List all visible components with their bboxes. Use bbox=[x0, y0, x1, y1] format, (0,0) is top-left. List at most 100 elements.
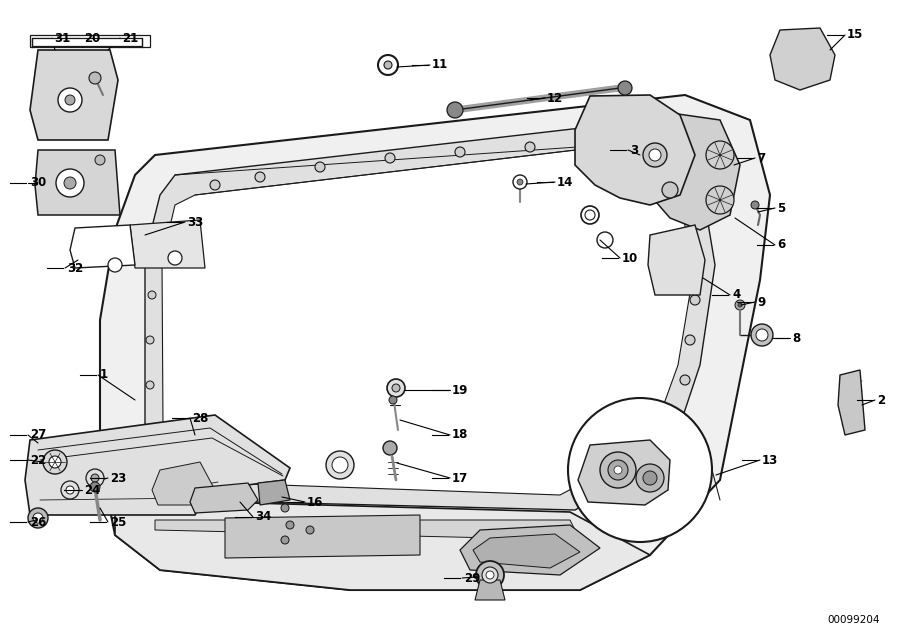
Circle shape bbox=[706, 186, 734, 214]
Circle shape bbox=[66, 486, 74, 494]
Circle shape bbox=[486, 571, 494, 579]
Text: 10: 10 bbox=[622, 252, 638, 264]
Circle shape bbox=[389, 396, 397, 404]
Circle shape bbox=[751, 324, 773, 346]
Circle shape bbox=[378, 55, 398, 75]
Text: 8: 8 bbox=[792, 331, 800, 345]
Polygon shape bbox=[258, 480, 290, 505]
Text: 21: 21 bbox=[122, 31, 139, 45]
Circle shape bbox=[685, 335, 695, 345]
Circle shape bbox=[690, 255, 700, 265]
Text: 5: 5 bbox=[777, 201, 785, 215]
Polygon shape bbox=[155, 520, 580, 540]
Text: 00099204: 00099204 bbox=[827, 615, 880, 625]
Circle shape bbox=[387, 379, 405, 397]
Circle shape bbox=[581, 206, 599, 224]
Text: 22: 22 bbox=[30, 454, 46, 466]
Circle shape bbox=[392, 384, 400, 392]
Polygon shape bbox=[145, 450, 250, 510]
Circle shape bbox=[585, 138, 595, 148]
Polygon shape bbox=[575, 95, 695, 205]
Circle shape bbox=[662, 182, 678, 198]
Polygon shape bbox=[225, 515, 420, 558]
Circle shape bbox=[315, 162, 325, 172]
Circle shape bbox=[751, 201, 759, 209]
Polygon shape bbox=[648, 225, 705, 295]
Polygon shape bbox=[838, 370, 865, 435]
Circle shape bbox=[91, 474, 99, 482]
Circle shape bbox=[643, 471, 657, 485]
Text: 24: 24 bbox=[84, 483, 101, 496]
Circle shape bbox=[482, 567, 498, 583]
Text: 11: 11 bbox=[432, 59, 448, 71]
Circle shape bbox=[735, 300, 745, 310]
Circle shape bbox=[685, 215, 695, 225]
Circle shape bbox=[383, 441, 397, 455]
Bar bbox=[30, 35, 150, 47]
Text: 28: 28 bbox=[192, 412, 209, 424]
Circle shape bbox=[65, 95, 75, 105]
Circle shape bbox=[49, 456, 61, 468]
Polygon shape bbox=[475, 580, 505, 600]
Circle shape bbox=[28, 508, 48, 528]
Text: 15: 15 bbox=[847, 29, 863, 41]
Circle shape bbox=[476, 561, 504, 589]
Circle shape bbox=[384, 61, 392, 69]
Circle shape bbox=[738, 303, 742, 307]
Text: 14: 14 bbox=[557, 176, 573, 189]
Circle shape bbox=[513, 175, 527, 189]
Circle shape bbox=[455, 147, 465, 157]
Polygon shape bbox=[30, 50, 118, 140]
Polygon shape bbox=[152, 462, 215, 505]
Text: 12: 12 bbox=[547, 92, 563, 104]
Circle shape bbox=[210, 180, 220, 190]
Text: 4: 4 bbox=[732, 289, 740, 301]
Polygon shape bbox=[473, 534, 580, 568]
Circle shape bbox=[146, 381, 154, 389]
Text: 25: 25 bbox=[110, 515, 126, 529]
Circle shape bbox=[706, 141, 734, 169]
Circle shape bbox=[618, 81, 632, 95]
Circle shape bbox=[447, 102, 463, 118]
Circle shape bbox=[643, 143, 667, 167]
Circle shape bbox=[600, 452, 636, 488]
Circle shape bbox=[680, 375, 690, 385]
Polygon shape bbox=[115, 500, 650, 590]
Polygon shape bbox=[645, 110, 740, 230]
Circle shape bbox=[95, 155, 105, 165]
Text: 26: 26 bbox=[30, 515, 47, 529]
Circle shape bbox=[33, 513, 43, 523]
Circle shape bbox=[64, 177, 76, 189]
Polygon shape bbox=[578, 440, 670, 505]
Circle shape bbox=[56, 169, 84, 197]
Circle shape bbox=[146, 336, 154, 344]
Polygon shape bbox=[770, 28, 835, 90]
Circle shape bbox=[281, 536, 289, 544]
Circle shape bbox=[385, 153, 395, 163]
Text: 23: 23 bbox=[110, 471, 126, 485]
Text: 3: 3 bbox=[630, 143, 638, 157]
Text: 7: 7 bbox=[757, 152, 765, 164]
Polygon shape bbox=[145, 120, 715, 510]
Text: 17: 17 bbox=[452, 471, 468, 485]
Circle shape bbox=[86, 469, 104, 487]
Text: 6: 6 bbox=[777, 238, 785, 252]
Circle shape bbox=[89, 72, 101, 84]
Circle shape bbox=[168, 251, 182, 265]
Text: 27: 27 bbox=[30, 429, 46, 441]
Circle shape bbox=[326, 451, 354, 479]
Circle shape bbox=[568, 398, 712, 542]
Text: 2: 2 bbox=[877, 394, 885, 406]
Circle shape bbox=[517, 179, 523, 185]
Text: 34: 34 bbox=[255, 510, 272, 524]
Circle shape bbox=[281, 504, 289, 512]
Text: 30: 30 bbox=[30, 176, 46, 189]
Circle shape bbox=[286, 521, 294, 529]
Text: 19: 19 bbox=[452, 383, 468, 396]
Text: 13: 13 bbox=[762, 454, 778, 466]
Circle shape bbox=[255, 172, 265, 182]
Polygon shape bbox=[70, 225, 135, 268]
Text: 1: 1 bbox=[100, 368, 108, 382]
Circle shape bbox=[58, 88, 82, 112]
Circle shape bbox=[90, 482, 100, 492]
